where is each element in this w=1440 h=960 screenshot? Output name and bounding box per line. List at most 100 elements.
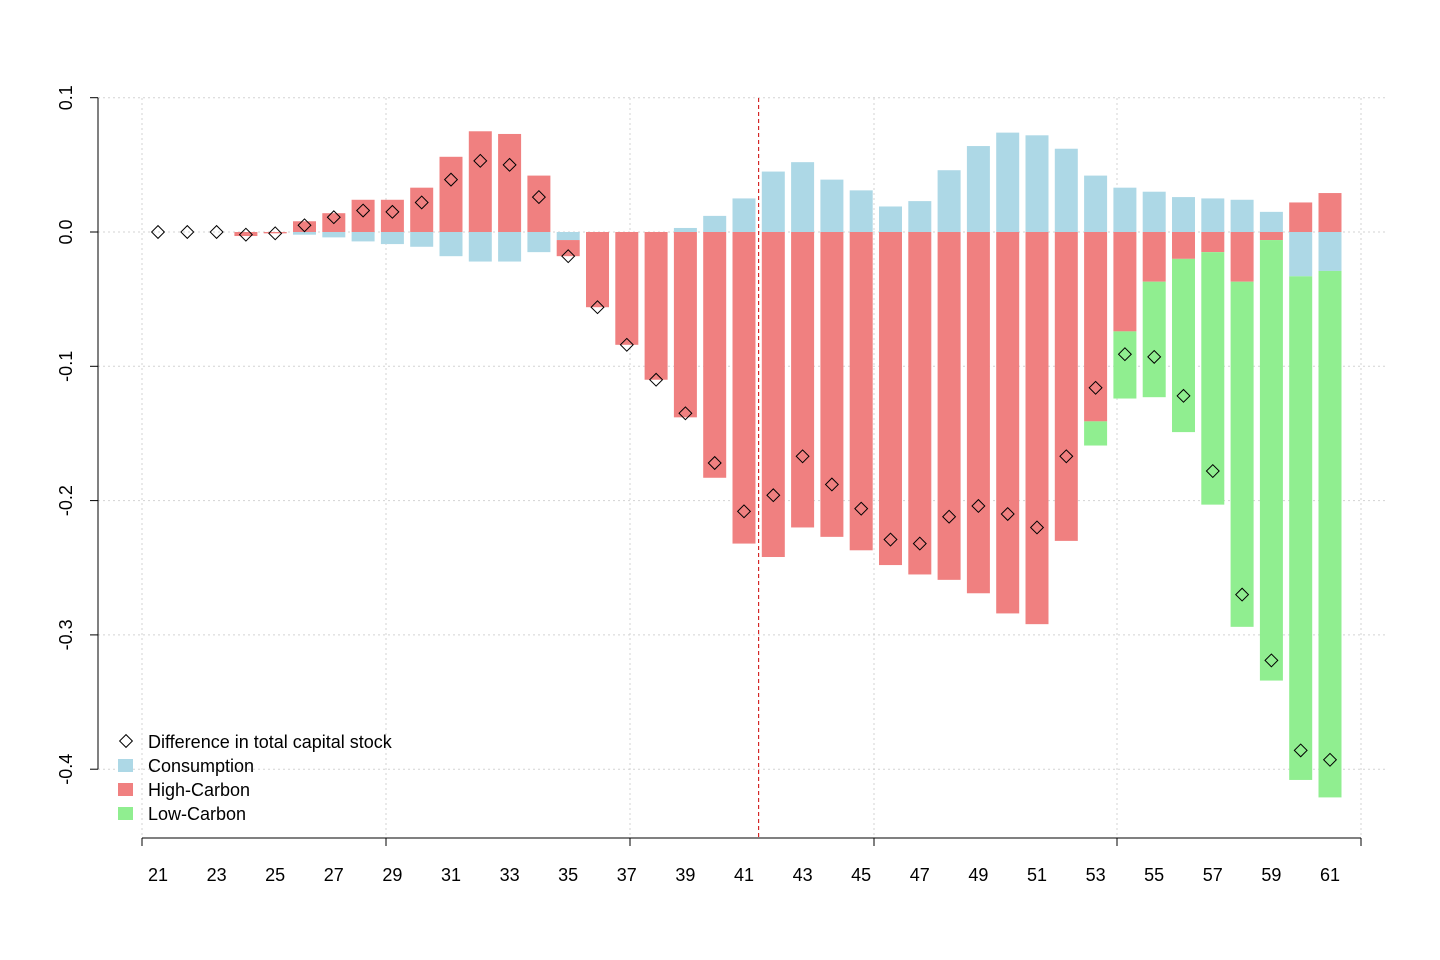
- bar-high-carbon-33: [498, 133, 522, 232]
- marker-diamond-37: [619, 337, 634, 352]
- marker-diamond-32: [473, 153, 488, 168]
- bar-high-carbon-26: [293, 221, 316, 232]
- marker-diamond-36: [590, 300, 605, 315]
- x-tick-label: 43: [793, 865, 813, 885]
- y-tick-label: -0.1: [56, 351, 76, 382]
- bar-consumption-28: [351, 232, 375, 242]
- bar-high-carbon-37: [615, 232, 639, 345]
- y-tick-label: -0.2: [56, 485, 76, 516]
- marker-diamond-28: [356, 203, 371, 218]
- x-tick-label: 23: [207, 865, 227, 885]
- marker-diamond-24: [238, 227, 253, 242]
- bar-high-carbon-31: [439, 156, 463, 232]
- axes: 0.1 0.0 -0.1 -0.2 -0.3 -0.4 21 23 25 27 29 31 33 35 37…: [56, 85, 1362, 885]
- bar-high-carbon-46: [879, 232, 902, 566]
- bar-consumption-43: [791, 162, 815, 232]
- bar-consumption-40: [703, 215, 727, 232]
- x-tick-label: 41: [734, 865, 754, 885]
- bar-low-carbon-53: [1084, 421, 1108, 446]
- bar-high-carbon-27: [322, 213, 346, 232]
- marker-diamond-21: [150, 224, 166, 240]
- bar-consumption-46: [879, 206, 902, 232]
- bar-high-carbon-30: [410, 187, 434, 232]
- x-tick-label: 55: [1144, 865, 1164, 885]
- bar-consumption-53: [1084, 175, 1108, 232]
- bar-consumption-61: [1318, 232, 1342, 271]
- bar-consumption-57: [1201, 198, 1225, 232]
- x-tick-label: 21: [148, 865, 168, 885]
- bar-consumption-33: [498, 232, 522, 262]
- bar-high-carbon-59: [1259, 232, 1283, 241]
- marker-diamond-25: [268, 226, 283, 241]
- x-tick-label: 33: [500, 865, 520, 885]
- bar-low-carbon-61: [1318, 270, 1342, 798]
- bar-high-carbon-50: [996, 232, 1020, 614]
- bar-low-carbon-56: [1172, 258, 1195, 433]
- marker-diamond-53: [1088, 380, 1103, 395]
- x-tick-label: 47: [910, 865, 930, 885]
- marker-diamond-60: [1293, 743, 1308, 758]
- legend-label-low-carbon: Low-Carbon: [148, 804, 246, 824]
- y-tick-label: 0.1: [56, 85, 76, 110]
- bar-high-carbon-49: [966, 232, 990, 594]
- bar-consumption-31: [439, 232, 463, 257]
- marker-diamond-43: [795, 449, 810, 464]
- bar-high-carbon-39: [673, 232, 697, 418]
- legend-swatch-high-carbon: [118, 783, 133, 796]
- marker-diamond-47: [912, 536, 927, 551]
- marker-diamond-33: [502, 157, 517, 172]
- bar-consumption-55: [1142, 191, 1166, 232]
- legend-label-high-carbon: High-Carbon: [148, 780, 250, 800]
- marker-diamond-22: [180, 224, 195, 240]
- y-tick-label: 0.0: [56, 219, 76, 244]
- legend: Difference in total capital stock Consum…: [118, 732, 393, 824]
- bar-high-carbon-42: [761, 232, 785, 558]
- marker-diamond-42: [766, 488, 781, 503]
- x-tick-label: 27: [324, 865, 344, 885]
- bar-high-carbon-53: [1084, 232, 1108, 422]
- bar-consumption-59: [1259, 211, 1283, 232]
- bar-high-carbon-41: [732, 232, 756, 544]
- bar-high-carbon-28: [351, 199, 375, 232]
- bar-high-carbon-54: [1113, 232, 1137, 332]
- bar-high-carbon-45: [849, 232, 873, 551]
- bar-consumption-32: [468, 232, 492, 262]
- legend-item-difference: Difference in total capital stock: [118, 732, 393, 752]
- x-tick-label: 29: [382, 865, 402, 885]
- marker-diamond-31: [443, 172, 459, 187]
- x-tick-label: 45: [851, 865, 871, 885]
- bar-consumption-52: [1054, 148, 1078, 232]
- bar-consumption-41: [732, 198, 756, 232]
- bar-high-carbon-57: [1201, 232, 1225, 253]
- bar-high-carbon-47: [908, 232, 932, 575]
- bar-consumption-50: [996, 132, 1020, 232]
- x-tick-label: 49: [968, 865, 988, 885]
- marker-diamond-40: [707, 455, 722, 471]
- bar-high-carbon-52: [1054, 232, 1078, 541]
- marker-diamond-41: [736, 504, 752, 519]
- bar-low-carbon-58: [1230, 281, 1254, 627]
- bar-high-carbon-51: [1025, 232, 1049, 625]
- marker-diamond-29: [385, 204, 400, 219]
- x-tick-label: 53: [1086, 865, 1106, 885]
- bar-high-carbon-48: [937, 232, 961, 580]
- marker-diamond-50: [1000, 506, 1015, 522]
- marker-diamond-61: [1322, 752, 1338, 767]
- legend-item-high-carbon: High-Carbon: [118, 780, 250, 800]
- marker-diamond-26: [297, 218, 312, 233]
- bar-consumption-56: [1172, 197, 1195, 232]
- legend-swatch-low-carbon: [118, 807, 133, 820]
- x-tick-label: 37: [617, 865, 637, 885]
- marker-diamond-27: [326, 210, 341, 225]
- bar-low-carbon-54: [1113, 331, 1137, 399]
- marker-diamond-39: [678, 406, 693, 421]
- marker-diamond-30: [414, 195, 429, 210]
- x-tick-label: 31: [441, 865, 461, 885]
- marker-diamond-38: [649, 372, 664, 387]
- bar-low-carbon-60: [1289, 276, 1313, 780]
- legend-label-consumption: Consumption: [148, 756, 254, 776]
- bar-consumption-45: [849, 190, 873, 232]
- marker-diamond-49: [971, 498, 986, 514]
- bar-consumption-47: [908, 201, 932, 232]
